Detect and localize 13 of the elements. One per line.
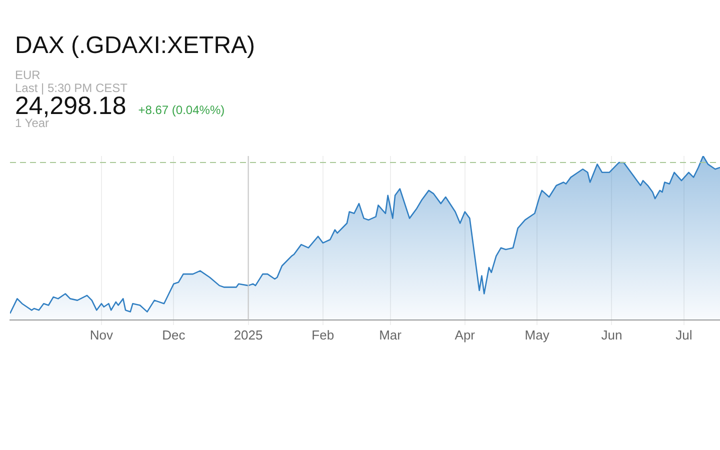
x-tick-label: Jun (601, 327, 622, 342)
chart-subtitle: EUR (15, 68, 42, 82)
x-tick-label: Mar (379, 327, 402, 342)
text: Last | 5:30 PM CEST (15, 81, 128, 95)
chart-title: DAX (.GDAXI:XETRA) (15, 32, 256, 60)
x-tick-label: Dec (162, 327, 186, 342)
x-tick-label: Jul (676, 327, 692, 342)
x-tick-label: Nov (90, 327, 114, 342)
x-tick-label: 2025 (234, 327, 263, 342)
text: +8.67 (0.04%%) (138, 103, 225, 117)
x-tick-label: Apr (454, 327, 476, 342)
x-tick-label: May (524, 327, 550, 342)
x-tick-label: Feb (312, 327, 334, 342)
